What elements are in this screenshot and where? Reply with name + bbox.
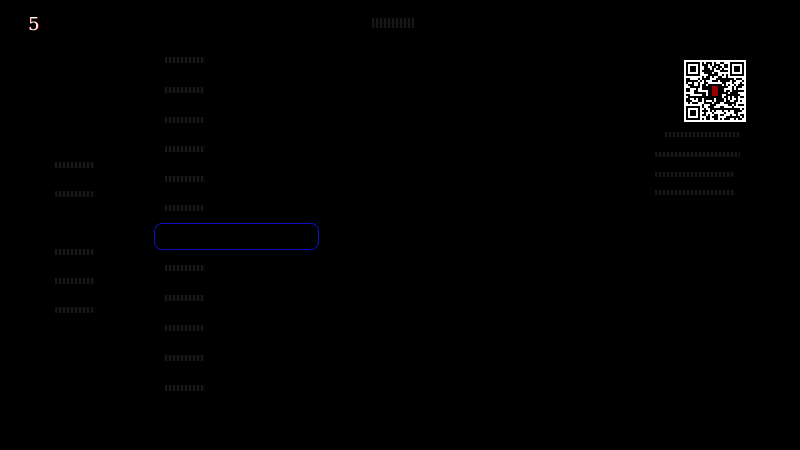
focused-list-item[interactable] <box>154 223 319 250</box>
qr-code-icon <box>684 60 746 122</box>
list-item[interactable] <box>165 295 205 301</box>
sidebar-item[interactable] <box>55 307 95 313</box>
list-item[interactable] <box>165 205 205 211</box>
page-title <box>372 18 414 28</box>
list-item[interactable] <box>165 325 205 331</box>
list-item[interactable] <box>165 117 205 123</box>
list-item[interactable] <box>165 265 205 271</box>
qr-caption <box>655 172 735 177</box>
qr-caption <box>655 152 740 157</box>
qr-caption <box>655 190 735 195</box>
sidebar-item[interactable] <box>55 162 95 168</box>
list-item[interactable] <box>165 355 205 361</box>
list-item[interactable] <box>165 146 205 152</box>
sidebar-item[interactable] <box>55 278 95 284</box>
sidebar-item[interactable] <box>55 191 95 197</box>
qr-caption <box>665 132 740 137</box>
list-item[interactable] <box>165 385 205 391</box>
list-item[interactable] <box>165 176 205 182</box>
list-item[interactable] <box>165 57 205 63</box>
app-logo: 5 <box>28 14 40 35</box>
sidebar-item[interactable] <box>55 249 95 255</box>
list-item[interactable] <box>165 87 205 93</box>
